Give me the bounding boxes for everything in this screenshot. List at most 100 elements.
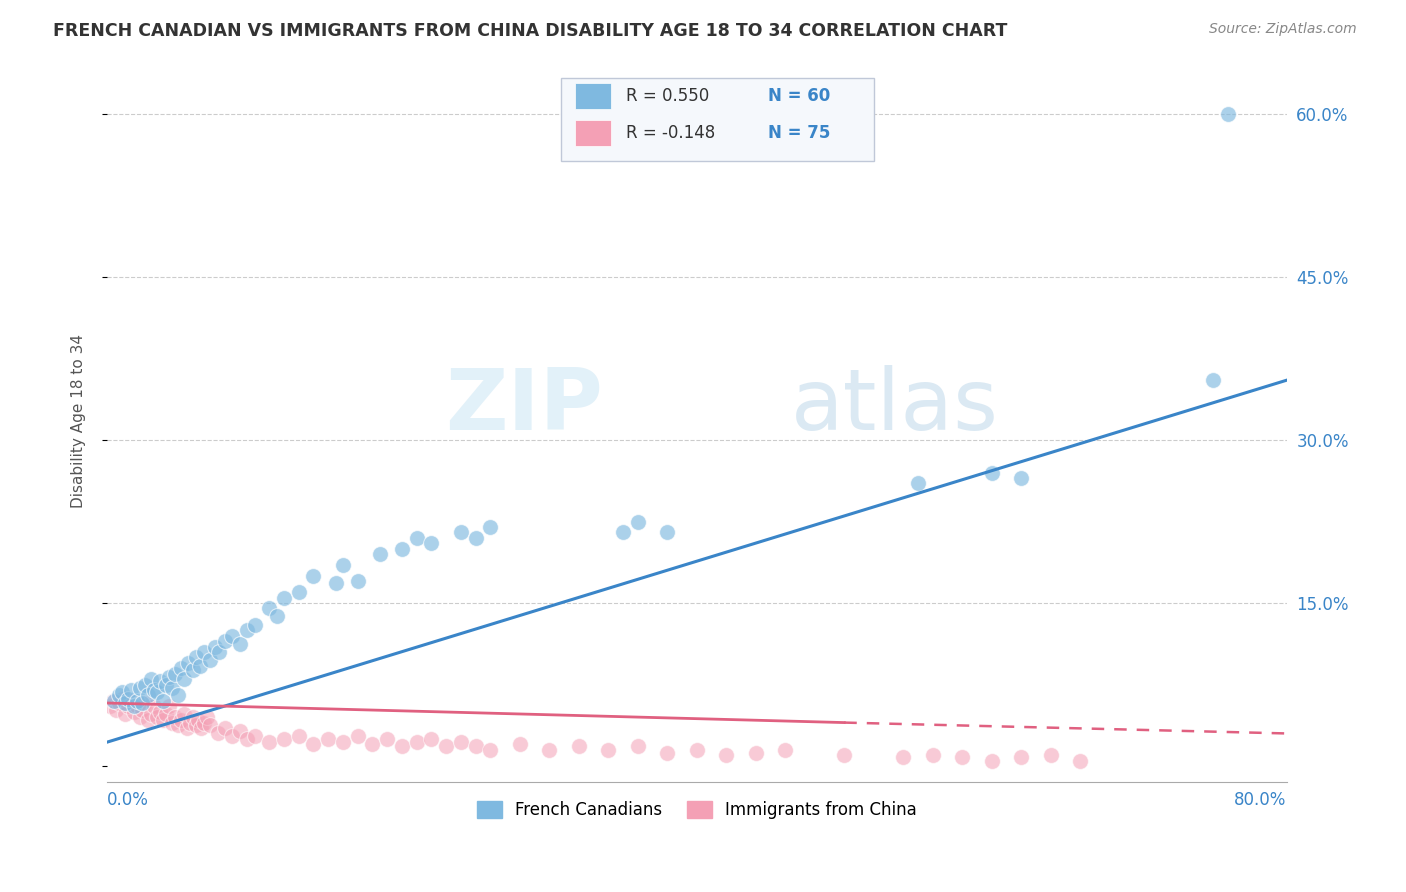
Point xyxy=(155,677,177,691)
Point xyxy=(143,699,166,714)
Point xyxy=(450,525,472,540)
Point xyxy=(832,748,855,763)
Point xyxy=(921,748,943,763)
Bar xyxy=(575,120,610,146)
Point xyxy=(131,702,153,716)
Point xyxy=(114,706,136,721)
Point xyxy=(229,637,252,651)
Point xyxy=(149,674,172,689)
Point xyxy=(273,591,295,605)
Point xyxy=(391,541,413,556)
Point xyxy=(134,677,156,691)
Point xyxy=(568,739,591,754)
Text: 80.0%: 80.0% xyxy=(1234,791,1286,809)
Point xyxy=(361,737,384,751)
Point xyxy=(125,699,148,714)
Point xyxy=(208,645,231,659)
Point xyxy=(1039,748,1062,763)
Point xyxy=(177,656,200,670)
Point xyxy=(176,721,198,735)
Point xyxy=(163,666,186,681)
Point xyxy=(98,699,121,714)
Point xyxy=(120,683,142,698)
Point xyxy=(346,574,368,589)
Point xyxy=(980,466,1002,480)
Point xyxy=(103,694,125,708)
Point xyxy=(1010,471,1032,485)
Point xyxy=(160,715,183,730)
Point xyxy=(236,624,259,638)
Text: FRENCH CANADIAN VS IMMIGRANTS FROM CHINA DISABILITY AGE 18 TO 34 CORRELATION CHA: FRENCH CANADIAN VS IMMIGRANTS FROM CHINA… xyxy=(53,22,1008,40)
Point xyxy=(122,705,145,719)
Point xyxy=(950,750,973,764)
Text: N = 75: N = 75 xyxy=(768,124,830,143)
Point xyxy=(259,601,281,615)
Point xyxy=(108,689,131,703)
Bar xyxy=(575,83,610,109)
Point xyxy=(243,729,266,743)
Point xyxy=(612,525,634,540)
Point xyxy=(627,515,650,529)
Point xyxy=(173,706,195,721)
Point xyxy=(204,640,226,654)
Point xyxy=(375,731,398,746)
Point xyxy=(111,691,134,706)
Point xyxy=(193,715,215,730)
Point xyxy=(157,699,180,714)
Text: atlas: atlas xyxy=(792,365,1000,448)
Point xyxy=(980,754,1002,768)
Point xyxy=(166,718,188,732)
Point xyxy=(420,536,443,550)
Point xyxy=(221,729,243,743)
Point xyxy=(287,729,309,743)
Text: R = 0.550: R = 0.550 xyxy=(626,87,709,104)
Point xyxy=(657,746,679,760)
Point xyxy=(287,585,309,599)
Point xyxy=(538,743,561,757)
Point xyxy=(157,670,180,684)
Point xyxy=(131,696,153,710)
Point xyxy=(128,681,150,695)
Point xyxy=(111,685,134,699)
Point xyxy=(745,746,768,760)
Point xyxy=(243,617,266,632)
Point xyxy=(141,706,163,721)
Point xyxy=(716,748,738,763)
Point xyxy=(302,737,325,751)
Point xyxy=(152,694,174,708)
Point xyxy=(141,672,163,686)
Text: Source: ZipAtlas.com: Source: ZipAtlas.com xyxy=(1209,22,1357,37)
Point xyxy=(775,743,797,757)
Point xyxy=(122,699,145,714)
Point xyxy=(170,661,193,675)
Y-axis label: Disability Age 18 to 34: Disability Age 18 to 34 xyxy=(72,334,86,508)
Point xyxy=(332,558,354,572)
Text: 0.0%: 0.0% xyxy=(107,791,149,809)
Point xyxy=(1202,373,1225,387)
Point xyxy=(173,672,195,686)
Point xyxy=(155,706,177,721)
Point xyxy=(138,714,160,728)
Point xyxy=(391,739,413,754)
Point xyxy=(188,659,211,673)
Legend: French Canadians, Immigrants from China: French Canadians, Immigrants from China xyxy=(470,795,924,826)
Point xyxy=(108,696,131,710)
Point xyxy=(101,694,124,708)
Point xyxy=(181,710,204,724)
Point xyxy=(464,739,486,754)
Point xyxy=(450,735,472,749)
Point xyxy=(891,750,914,764)
Point xyxy=(627,739,650,754)
Point xyxy=(464,531,486,545)
Point xyxy=(1010,750,1032,764)
Point xyxy=(686,743,709,757)
Point xyxy=(190,721,212,735)
Point xyxy=(1216,107,1239,121)
Point xyxy=(434,739,457,754)
Text: ZIP: ZIP xyxy=(444,365,603,448)
Point xyxy=(236,731,259,746)
Point xyxy=(200,718,222,732)
Point xyxy=(302,569,325,583)
Text: R = -0.148: R = -0.148 xyxy=(626,124,716,143)
Point xyxy=(221,629,243,643)
